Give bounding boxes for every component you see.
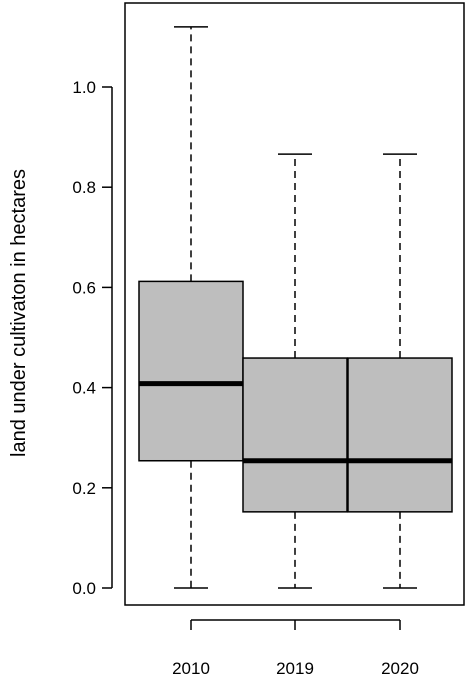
box-2010: [138, 26, 244, 589]
y-tick-label: 0.8: [72, 178, 96, 197]
y-tick-label: 1.0: [72, 78, 96, 97]
y-axis-title: land under cultivaton in hectares: [8, 169, 30, 457]
iqr-box: [138, 280, 244, 462]
x-tick-label: 2019: [276, 659, 314, 678]
x-tick-label: 2010: [172, 659, 210, 678]
plot-frame: [124, 2, 465, 606]
x-axis: 2010 2019 2020: [172, 619, 419, 678]
y-tick-label: 0.0: [72, 579, 96, 598]
iqr-box: [242, 357, 348, 513]
box-2019: [242, 153, 348, 589]
y-tick-label: 0.4: [72, 379, 96, 398]
y-tick-label: 0.6: [72, 278, 96, 297]
iqr-box: [347, 357, 453, 513]
x-tick-label: 2020: [381, 659, 419, 678]
box-2020: [347, 153, 453, 589]
y-tick-label: 0.2: [72, 479, 96, 498]
boxes: [138, 26, 453, 589]
y-axis: 0.0 0.2 0.4 0.6 0.8 1.0: [72, 78, 113, 598]
